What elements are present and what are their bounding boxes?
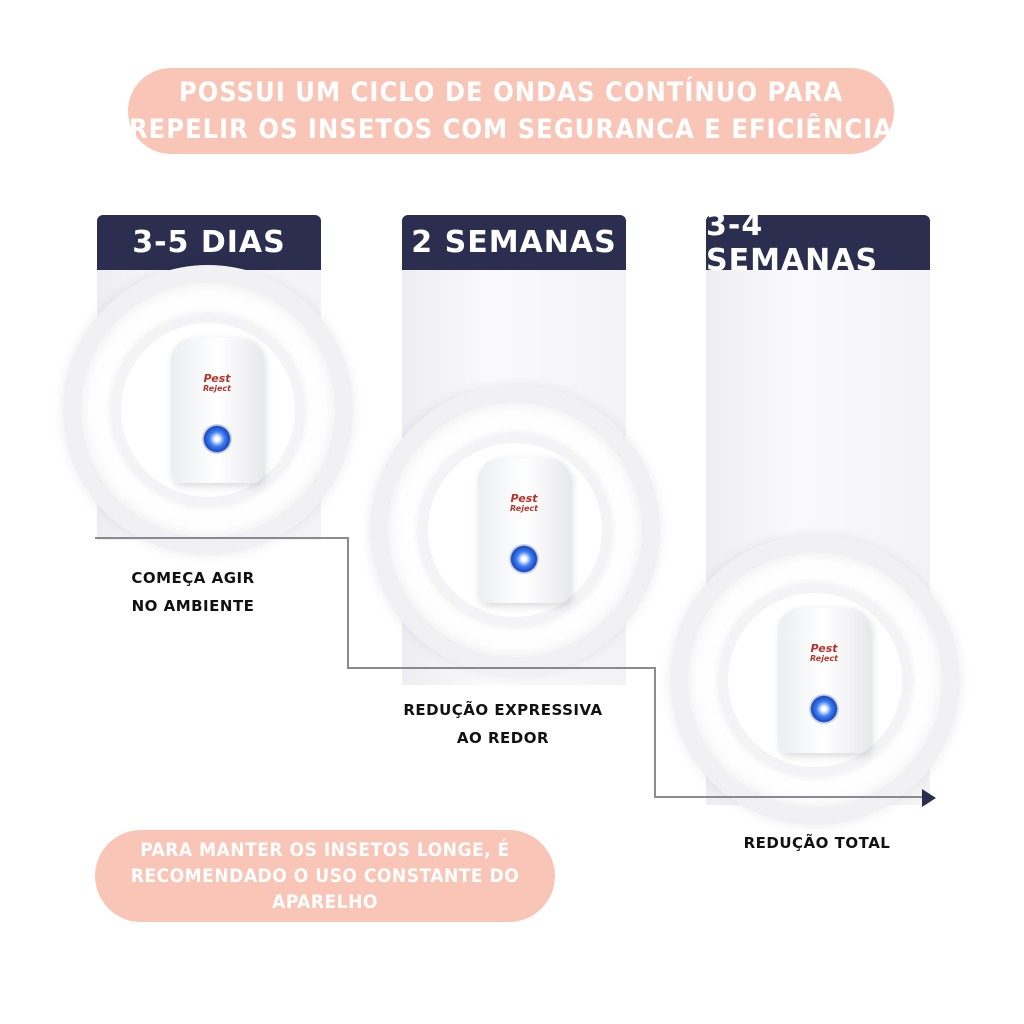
stage-3-device-waves: Pest Reject — [670, 535, 960, 825]
timeline-line — [95, 537, 349, 539]
top-banner: POSSUI UM CICLO DE ONDAS CONTÍNUO PARA R… — [128, 68, 894, 154]
stage-1-caption: COMEÇA AGIR NO AMBIENTE — [131, 569, 255, 615]
bottom-banner-line: APARELHO — [272, 891, 378, 913]
timeline-line — [654, 796, 922, 798]
repeller-device: Pest Reject — [778, 608, 870, 753]
stage-3-caption: REDUÇÃO TOTAL — [743, 834, 891, 852]
stage-2-device-waves: Pest Reject — [370, 385, 660, 675]
arrow-right-icon — [922, 789, 936, 807]
stage-2-title: 2 SEMANAS — [402, 215, 626, 270]
led-button-icon — [809, 694, 839, 724]
stage-3-title: 3-4 SEMANAS — [706, 208, 930, 278]
led-button-icon — [202, 424, 232, 454]
pest-reject-logo: Pest Reject — [203, 372, 231, 393]
stage-1-device-waves: Pest Reject — [63, 265, 353, 555]
stage-2-caption: REDUÇÃO EXPRESSIVA AO REDOR — [403, 701, 603, 747]
timeline-line — [347, 667, 656, 669]
repeller-device: Pest Reject — [171, 338, 263, 483]
pest-reject-logo: Pest Reject — [810, 642, 838, 663]
top-banner-line: REPELIR OS INSETOS COM SEGURANCA E EFICI… — [128, 114, 894, 145]
stage-1-title: 3-5 DIAS — [97, 215, 321, 270]
bottom-banner-line: RECOMENDADO O USO CONSTANTE DO — [130, 865, 520, 887]
timeline-line — [654, 667, 656, 798]
repeller-device: Pest Reject — [478, 458, 570, 603]
led-button-icon — [509, 544, 539, 574]
pest-reject-logo: Pest Reject — [510, 492, 538, 513]
timeline-line — [347, 537, 349, 669]
bottom-banner-line: PARA MANTER OS INSETOS LONGE, É — [140, 839, 510, 861]
top-banner-line: POSSUI UM CICLO DE ONDAS CONTÍNUO PARA — [178, 77, 844, 108]
bottom-banner: PARA MANTER OS INSETOS LONGE, É RECOMEND… — [95, 830, 555, 922]
